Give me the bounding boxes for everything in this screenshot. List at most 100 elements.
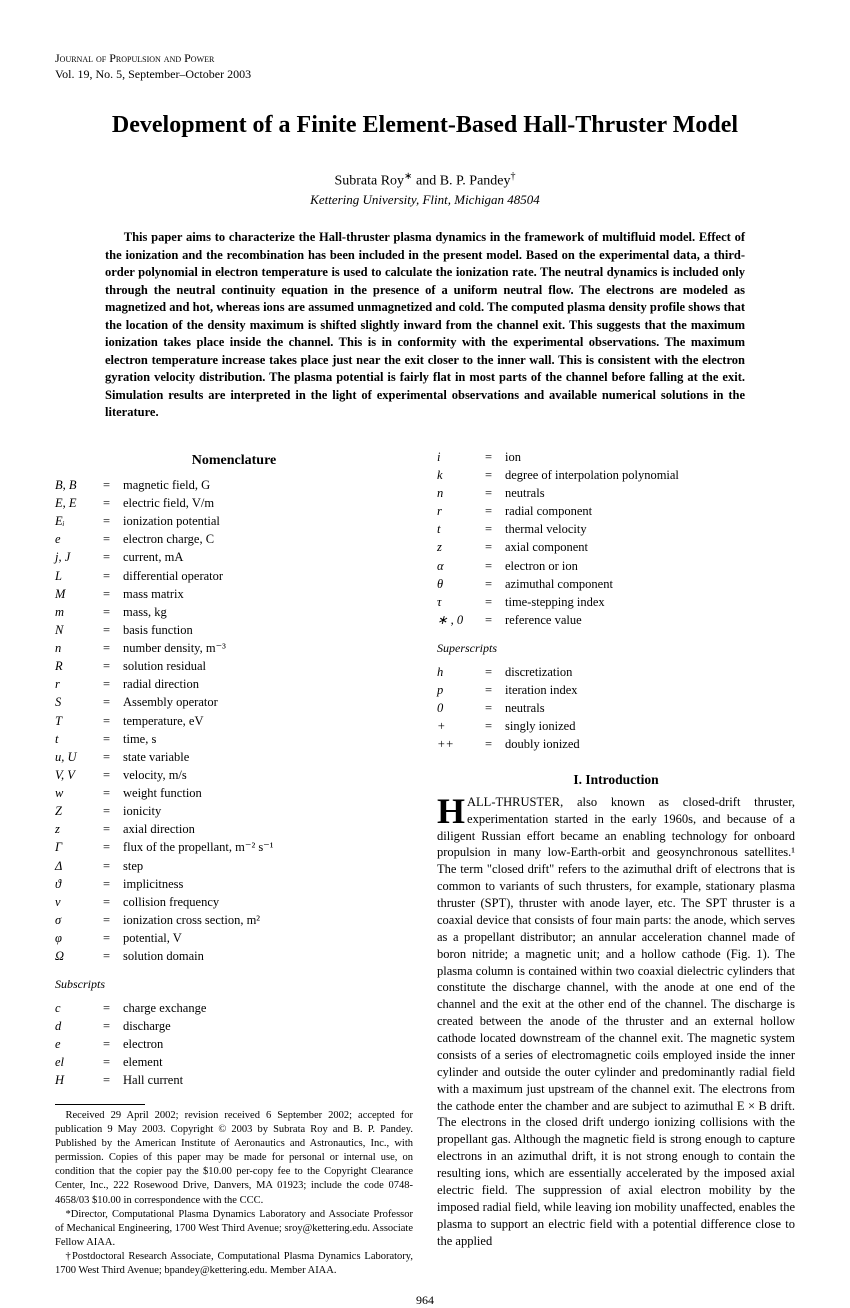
symbol: T (55, 712, 103, 730)
symbol: r (437, 502, 485, 520)
nomen-row: h=discretization (437, 663, 795, 681)
definition: magnetic field, G (123, 476, 413, 494)
symbol: R (55, 657, 103, 675)
authors: Subrata Roy∗ and B. P. Pandey† (55, 170, 795, 191)
equals: = (103, 639, 123, 657)
equals: = (485, 502, 505, 520)
definition: potential, V (123, 929, 413, 947)
nomen-row: e=electron (55, 1035, 413, 1053)
nomen-row: Γ=flux of the propellant, m⁻² s⁻¹ (55, 838, 413, 856)
nomen-row: τ=time-stepping index (437, 593, 795, 611)
nomen-row: E, E=electric field, V/m (55, 494, 413, 512)
nomen-row: r=radial component (437, 502, 795, 520)
definition: electron (123, 1035, 413, 1053)
equals: = (103, 784, 123, 802)
nomen-row: Δ=step (55, 857, 413, 875)
symbol: z (437, 538, 485, 556)
equals: = (103, 947, 123, 965)
footnote-author1: *Director, Computational Plasma Dynamics… (55, 1208, 413, 1251)
definition: time, s (123, 730, 413, 748)
definition: axial component (505, 538, 795, 556)
definition: current, mA (123, 548, 413, 566)
nomen-row: n=number density, m⁻³ (55, 639, 413, 657)
definition: solution domain (123, 947, 413, 965)
definition: discretization (505, 663, 795, 681)
equals: = (103, 603, 123, 621)
footnote-separator (55, 1104, 145, 1105)
right-column: i=ionk=degree of interpolation polynomia… (437, 448, 795, 1279)
nomen-row: B, B=magnetic field, G (55, 476, 413, 494)
definition: number density, m⁻³ (123, 639, 413, 657)
equals: = (103, 875, 123, 893)
equals: = (485, 557, 505, 575)
nomen-row: j, J=current, mA (55, 548, 413, 566)
symbol: n (55, 639, 103, 657)
symbol: Ω (55, 947, 103, 965)
journal-issue: Vol. 19, No. 5, September–October 2003 (55, 66, 795, 82)
symbol: t (55, 730, 103, 748)
equals: = (103, 802, 123, 820)
definition: flux of the propellant, m⁻² s⁻¹ (123, 838, 413, 856)
definition: electron charge, C (123, 530, 413, 548)
superscripts-heading: Superscripts (437, 641, 795, 657)
definition: ionization cross section, m² (123, 911, 413, 929)
equals: = (103, 748, 123, 766)
definition: basis function (123, 621, 413, 639)
abstract: This paper aims to characterize the Hall… (105, 229, 745, 422)
definition: neutrals (505, 699, 795, 717)
nomen-row: ϑ=implicitness (55, 875, 413, 893)
equals: = (103, 929, 123, 947)
symbol: e (55, 530, 103, 548)
definition: mass matrix (123, 585, 413, 603)
symbol: u, U (55, 748, 103, 766)
definition: solution residual (123, 657, 413, 675)
symbol: z (55, 820, 103, 838)
symbol: i (437, 448, 485, 466)
definition: temperature, eV (123, 712, 413, 730)
symbol: τ (437, 593, 485, 611)
definition: charge exchange (123, 999, 413, 1017)
nomen-row: 0=neutrals (437, 699, 795, 717)
nomen-row: z=axial component (437, 538, 795, 556)
definition: ion (505, 448, 795, 466)
nomenclature-table: B, B=magnetic field, GE, E=electric fiel… (55, 476, 413, 965)
equals: = (103, 712, 123, 730)
symbol: B, B (55, 476, 103, 494)
symbol: k (437, 466, 485, 484)
page-number: 964 (55, 1293, 795, 1308)
left-column: Nomenclature B, B=magnetic field, GE, E=… (55, 448, 413, 1279)
equals: = (103, 911, 123, 929)
equals: = (103, 838, 123, 856)
equals: = (103, 675, 123, 693)
symbol: ∗ , 0 (437, 611, 485, 629)
subscripts-table-continued: i=ionk=degree of interpolation polynomia… (437, 448, 795, 629)
definition: velocity, m/s (123, 766, 413, 784)
definition: azimuthal component (505, 575, 795, 593)
definition: reference value (505, 611, 795, 629)
nomen-row: e=electron charge, C (55, 530, 413, 548)
paper-title: Development of a Finite Element-Based Ha… (55, 110, 795, 141)
nomen-row: m=mass, kg (55, 603, 413, 621)
nomen-row: +=singly ionized (437, 717, 795, 735)
nomen-row: c=charge exchange (55, 999, 413, 1017)
symbol: c (55, 999, 103, 1017)
definition: element (123, 1053, 413, 1071)
symbol: ϑ (55, 875, 103, 893)
symbol: N (55, 621, 103, 639)
nomen-row: σ=ionization cross section, m² (55, 911, 413, 929)
equals: = (103, 567, 123, 585)
symbol: r (55, 675, 103, 693)
symbol: φ (55, 929, 103, 947)
symbol: j, J (55, 548, 103, 566)
symbol: Eᵢ (55, 512, 103, 530)
symbol: M (55, 585, 103, 603)
equals: = (485, 699, 505, 717)
symbol: σ (55, 911, 103, 929)
nomen-row: Eᵢ=ionization potential (55, 512, 413, 530)
definition: Hall current (123, 1071, 413, 1089)
definition: iteration index (505, 681, 795, 699)
symbol: Δ (55, 857, 103, 875)
equals: = (485, 681, 505, 699)
definition: radial component (505, 502, 795, 520)
equals: = (103, 893, 123, 911)
